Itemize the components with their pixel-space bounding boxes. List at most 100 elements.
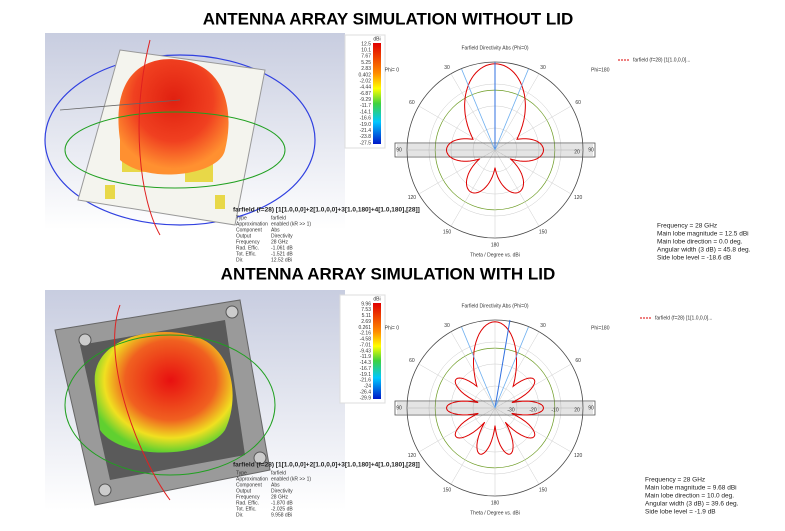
colorbar-label: -9.43: [360, 348, 372, 354]
colorbar-label: -21.4: [360, 128, 372, 134]
info-header: farfield (f=28) [1[1.0,0,0]+2[1.0,0,0]+3…: [233, 207, 420, 214]
legend-text: farfield (f=28) [1[1.0,0,0]...: [633, 57, 690, 63]
theta-tick: 150: [443, 488, 452, 494]
render-2: [45, 290, 345, 510]
stat-line: Main lobe magnitude = 9.68 dBi: [645, 485, 737, 492]
theta-tick: 90: [588, 405, 594, 411]
info-key: Output: [236, 488, 252, 494]
colorbar-label: 9.96: [361, 301, 371, 307]
radial-label: -30: [507, 407, 514, 413]
info-key: Dir.: [236, 512, 244, 518]
phi-left: Phi= 0: [385, 67, 400, 73]
colorbar-label: 5.25: [361, 60, 371, 66]
info-value: farfield: [271, 215, 286, 221]
theta-tick: 30: [444, 65, 450, 71]
theta-tick: 120: [574, 195, 583, 201]
phi-left: Phi= 0: [385, 325, 400, 331]
colorbar-label: -23.8: [360, 134, 372, 140]
info-header: farfield (f=28) [1[1.0,0,0]+2[1.0,0,0]+3…: [233, 462, 420, 469]
theta-tick: 60: [575, 100, 581, 106]
colorbar-label: 0.402: [358, 72, 371, 78]
colorbar-label: -11.9: [360, 354, 371, 360]
info-key: Frequency: [236, 239, 260, 245]
theta-tick: 180: [491, 242, 500, 248]
colorbar-label: -27.5: [360, 140, 372, 146]
beam-edge: [494, 68, 529, 151]
info-key: Component: [236, 482, 262, 488]
colorbar-label: -16.7: [360, 366, 372, 372]
phi-right: Phi=180: [591, 325, 610, 331]
render-1: [44, 33, 345, 236]
colorbar-label: 12.5: [361, 41, 371, 47]
theta-tick: 90: [396, 405, 402, 411]
info-value: enabled (kR >> 1): [271, 476, 311, 482]
colorbar-label: -11.7: [360, 103, 371, 109]
info-key: Rad. Effic.: [236, 500, 259, 506]
colorbar-label: -14.3: [360, 360, 372, 366]
theta-tick: 90: [588, 147, 594, 153]
info-key: Rad. Effic.: [236, 245, 259, 251]
main-lobe: [494, 319, 511, 409]
theta-tick: 150: [539, 488, 548, 494]
info-key: Dir.: [236, 257, 244, 263]
theta-tick: 30: [444, 323, 450, 329]
colorbar-label: -2.16: [360, 331, 372, 337]
colorbar-label: 2.69: [361, 319, 371, 325]
theta-tick: 60: [409, 100, 415, 106]
info-value: -1.061 dB: [271, 245, 293, 251]
colorbar-label: -24: [364, 384, 371, 390]
colorbar-unit: dBi: [373, 296, 380, 302]
info-value: 12.52 dBi: [271, 257, 292, 263]
array-outline: [394, 400, 596, 416]
stat-line: Main lobe magnitude = 12.5 dBi: [657, 231, 749, 238]
theta-tick: 60: [409, 358, 415, 364]
beam-edge: [494, 326, 529, 409]
colorbar-label: -4.44: [360, 85, 372, 91]
colorbar-label: 5.11: [362, 313, 372, 319]
info-key: Approximation: [236, 476, 268, 482]
polar-axis-label: Theta / Degree vs. dBi: [470, 510, 520, 516]
info-key: Type: [236, 215, 247, 221]
info-key: Output: [236, 233, 252, 239]
theta-tick: 30: [540, 323, 546, 329]
info-key: Component: [236, 227, 262, 233]
info-value: 9.958 dBi: [271, 512, 292, 518]
colorbar-label: 0.261: [358, 325, 371, 331]
radial-label: 20: [574, 149, 580, 155]
colorbar: [373, 43, 381, 144]
colorbar-label: -26.4: [360, 389, 372, 395]
polar-title: Farfield Directivity Abs (Phi=0): [461, 303, 528, 309]
radial-label: -20: [529, 407, 536, 413]
beam-edge: [461, 68, 496, 151]
colorbar-label: -4.58: [360, 337, 372, 343]
colorbar-label: -14.1: [360, 109, 372, 115]
colorbar-label: -29.9: [360, 395, 372, 401]
colorbar: [373, 303, 381, 399]
polar-title: Farfield Directivity Abs (Phi=0): [461, 45, 528, 51]
info-value: 28 GHz: [271, 239, 288, 245]
info-value: -1.521 dB: [271, 251, 293, 257]
theta-tick: 90: [396, 147, 402, 153]
colorbar-label: 2.83: [361, 66, 371, 72]
theta-tick: 120: [408, 195, 417, 201]
info-value: Directivity: [271, 488, 293, 494]
radial-label: 20: [574, 407, 580, 413]
theta-tick: 120: [574, 453, 583, 459]
legend-text: farfield (f=28) [1[1.0,0,0]...: [655, 315, 712, 321]
info-key: Tot. Effic.: [236, 506, 256, 512]
theta-tick: 120: [408, 453, 417, 459]
colorbar-label: -9.29: [360, 97, 372, 103]
phi-right: Phi=180: [591, 67, 610, 73]
info-value: enabled (kR >> 1): [271, 221, 311, 227]
stat-line: Main lobe direction = 10.0 deg.: [645, 493, 734, 500]
colorbar-label: -16.6: [360, 116, 372, 122]
polar-axis-label: Theta / Degree vs. dBi: [470, 252, 520, 258]
stat-line: Angular width (3 dB) = 45.8 deg.: [657, 247, 751, 254]
stat-line: Side lobe level = -18.6 dB: [657, 255, 731, 262]
info-value: 28 GHz: [271, 494, 288, 500]
colorbar-label: -6.87: [360, 91, 372, 97]
info-key: Approximation: [236, 221, 268, 227]
stat-line: Frequency = 28 GHz: [657, 223, 717, 230]
info-value: -1.870 dB: [271, 500, 293, 506]
info-key: Frequency: [236, 494, 260, 500]
